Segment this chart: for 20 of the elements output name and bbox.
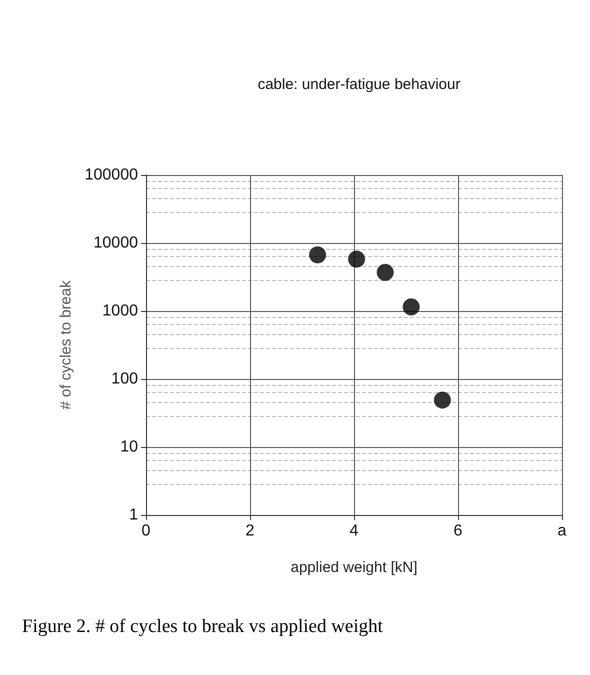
point [309, 246, 326, 264]
y-tick-label: 1 [129, 506, 138, 524]
y-tick-label: 100000 [84, 166, 138, 184]
point [402, 298, 420, 316]
point [376, 264, 394, 281]
y-axis-title: # of cycles to break [58, 280, 75, 410]
point [434, 392, 451, 409]
chart-title: cable: under-fatigue behaviour [258, 76, 460, 93]
y-tick-label: 1000 [102, 302, 138, 320]
x-axis-title: applied weight [kN] [290, 559, 418, 576]
x-tick-label: 4 [350, 522, 359, 540]
x-tick-label: 6 [454, 522, 463, 540]
caption: Figure 2. # of cycles to break vs applied weight [22, 616, 384, 637]
x-tick-label: a [558, 522, 567, 540]
y-tick-label: 10000 [94, 234, 138, 252]
y-tick-label: 10 [120, 438, 138, 456]
y-tick-label: 100 [111, 370, 138, 388]
point [348, 250, 366, 268]
x-tick-label: 2 [246, 522, 255, 540]
x-tick-label: 0 [142, 522, 151, 540]
